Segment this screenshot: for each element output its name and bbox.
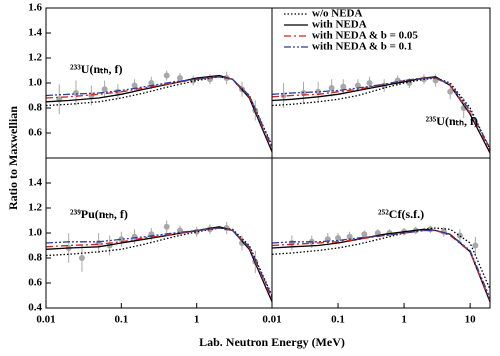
curve	[271, 227, 491, 290]
data-point	[163, 223, 170, 230]
panel-annotation: ²³⁵U(nₜₕ, f)	[425, 114, 478, 128]
data-point	[148, 80, 155, 86]
y-tick-label: 1.4	[28, 27, 42, 39]
data-point	[118, 236, 125, 243]
data-point	[95, 240, 102, 246]
y-tick-label: 1.2	[28, 202, 42, 214]
data-point	[335, 235, 342, 241]
panel-frame	[45, 157, 273, 309]
legend-label: w/o NEDA	[312, 8, 362, 20]
data-point	[239, 240, 246, 246]
data-point	[101, 86, 108, 93]
y-tick-label: 1.2	[28, 52, 42, 64]
legend-label: with NEDA	[312, 19, 367, 31]
data-point	[456, 232, 463, 239]
data-point	[72, 90, 79, 96]
panel-frame	[45, 7, 273, 159]
y-tick-label: 0.4	[28, 302, 42, 314]
panel-frame	[271, 157, 491, 309]
curve	[45, 227, 273, 296]
panel-annotation: ²⁵²Cf(s.f.)	[378, 207, 424, 221]
data-point	[472, 242, 479, 249]
panel-annotation: ²³⁹Pu(nₜₕ, f)	[70, 207, 128, 221]
data-point	[163, 72, 170, 79]
data-point	[366, 80, 373, 86]
y-tick-label: 0.8	[28, 252, 42, 264]
y-tick-label: 1.4	[28, 177, 42, 189]
x-tick-label: 1	[401, 314, 407, 326]
curve	[271, 76, 491, 154]
curve	[45, 227, 273, 298]
curve	[45, 76, 273, 146]
y-tick-label: 1.0	[28, 77, 42, 89]
y-tick-label: 1.6	[28, 2, 42, 14]
y-tick-label: 0.6	[28, 127, 42, 139]
x-tick-label: 0.01	[36, 314, 55, 326]
x-axis-label: Lab. Neutron Energy (MeV)	[199, 335, 345, 349]
curve	[45, 226, 273, 303]
data-point	[131, 82, 138, 89]
data-point	[346, 233, 353, 240]
data-point	[78, 255, 85, 261]
curve	[45, 76, 273, 150]
data-point	[340, 83, 347, 90]
curve	[271, 229, 491, 299]
data-point	[447, 88, 454, 95]
data-point	[288, 240, 295, 246]
curve	[45, 227, 273, 300]
curve	[45, 74, 273, 153]
data-point	[176, 75, 183, 81]
curve	[45, 76, 273, 148]
y-tick-label: 1.0	[28, 227, 42, 239]
data-point	[361, 231, 368, 238]
x-tick-label: 0.1	[331, 314, 345, 326]
panel-annotation: ²³³U(nₜₕ, f)	[70, 62, 123, 76]
y-axis-label: Ratio to Maxwellian	[6, 106, 20, 210]
x-tick-label: 0.1	[114, 314, 128, 326]
data-point	[315, 88, 322, 95]
legend-label: with NEDA & b = 0.05	[312, 30, 418, 42]
x-tick-label: 10	[465, 314, 477, 326]
curve	[271, 77, 491, 149]
legend-label: with NEDA & b = 0.1	[312, 41, 412, 53]
x-tick-label: 0.01	[262, 314, 281, 326]
data-point	[374, 230, 381, 236]
x-tick-label: 1	[194, 314, 200, 326]
y-tick-label: 0.8	[28, 102, 42, 114]
data-point	[328, 85, 335, 91]
y-tick-label: 0.6	[28, 277, 42, 289]
data-point	[354, 82, 361, 89]
